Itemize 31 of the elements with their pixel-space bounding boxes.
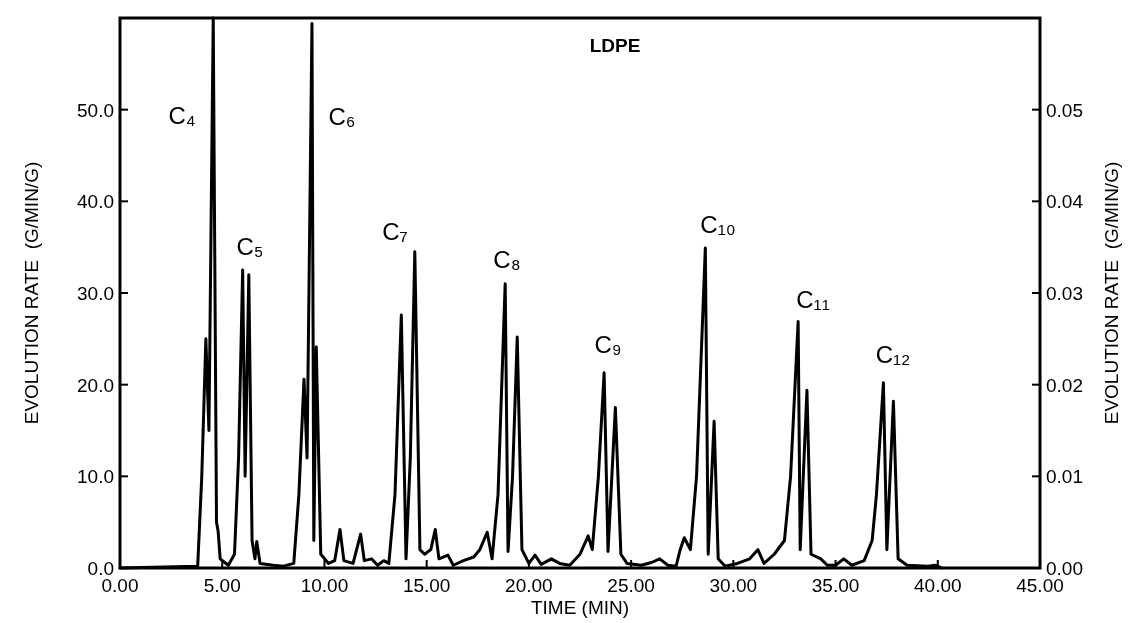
annotation: C₅ xyxy=(236,233,264,260)
y2-tick-label: 0.04 xyxy=(1046,191,1084,213)
annotation: C₁₁ xyxy=(796,286,830,313)
y-tick-label: 50.0 xyxy=(77,99,114,121)
annotation: C₆ xyxy=(328,103,356,130)
y-axis-title: EVOLUTION RATE (G/MIN/G) xyxy=(21,161,42,425)
x-axis-title: TIME (MIN) xyxy=(530,597,630,618)
y2-axis-title: EVOLUTION RATE (G/MIN/G) xyxy=(1101,161,1122,425)
annotation: C₁₀ xyxy=(700,211,736,238)
y-tick-label: 10.0 xyxy=(77,466,114,488)
x-tick-label: 25.00 xyxy=(607,575,655,596)
x-tick-label: 35.00 xyxy=(811,575,860,596)
x-tick-label: 20.00 xyxy=(505,575,553,596)
x-tick-label: 5.00 xyxy=(203,575,241,596)
annotation: C₁₂ xyxy=(875,341,911,368)
x-tick-label: 40.00 xyxy=(914,575,962,596)
y-tick-label: 40.0 xyxy=(77,191,114,213)
y-tick-label: 30.0 xyxy=(77,283,114,304)
annotation: C₇ xyxy=(382,218,408,245)
text: LDPE xyxy=(589,35,641,56)
x-tick-label: 10.00 xyxy=(300,575,349,596)
y2-tick-label: 0.01 xyxy=(1046,466,1083,488)
y-tick-label: 20.0 xyxy=(77,374,114,396)
y2-tick-label: 0.03 xyxy=(1046,283,1083,304)
annotation: C₉ xyxy=(594,331,622,358)
x-tick-label: 30.00 xyxy=(709,575,758,596)
y2-tick-label: 0.05 xyxy=(1046,99,1083,121)
y2-tick-label: 0.02 xyxy=(1046,374,1083,396)
annotation: C₈ xyxy=(493,246,521,273)
x-tick-label: 15.00 xyxy=(402,575,451,596)
annotation: C₄ xyxy=(168,102,196,129)
